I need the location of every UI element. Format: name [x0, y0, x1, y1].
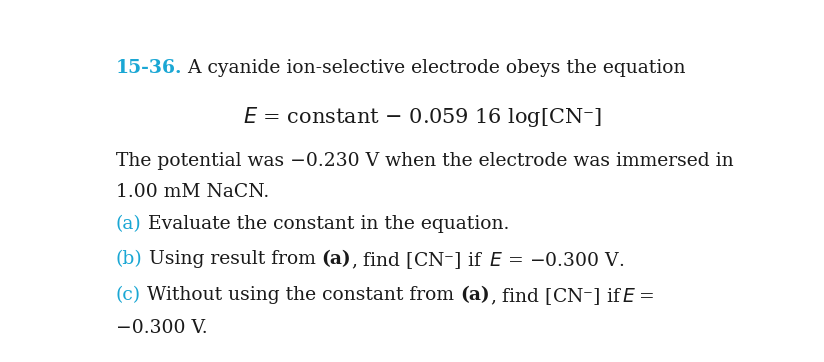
Text: A cyanide ion-selective electrode obeys the equation: A cyanide ion-selective electrode obeys …: [182, 59, 686, 77]
Text: 1.00 mM NaCN.: 1.00 mM NaCN.: [115, 183, 269, 201]
Text: Evaluate the constant in the equation.: Evaluate the constant in the equation.: [142, 215, 509, 233]
Text: , find [CN⁻] if  $\mathit{E}$ = −0.300 V.: , find [CN⁻] if $\mathit{E}$ = −0.300 V.: [351, 250, 625, 271]
Text: −0.300 V.: −0.300 V.: [115, 319, 208, 337]
Text: (a): (a): [115, 215, 142, 233]
Text: Without using the constant from: Without using the constant from: [141, 286, 460, 304]
Text: 15-36.: 15-36.: [115, 59, 182, 77]
Text: $\mathit{E}$ = constant − 0.059 16 log[CN⁻]: $\mathit{E}$ = constant − 0.059 16 log[C…: [243, 105, 602, 129]
Text: The potential was −0.230 V when the electrode was immersed in: The potential was −0.230 V when the elec…: [115, 152, 733, 170]
Text: (c): (c): [115, 286, 141, 304]
Text: , find [CN⁻] if $\mathit{E}$ =: , find [CN⁻] if $\mathit{E}$ =: [489, 286, 653, 307]
Text: (b): (b): [115, 250, 143, 268]
Text: (a): (a): [321, 250, 351, 268]
Text: (a): (a): [460, 286, 489, 304]
Text: Using result from: Using result from: [143, 250, 321, 268]
